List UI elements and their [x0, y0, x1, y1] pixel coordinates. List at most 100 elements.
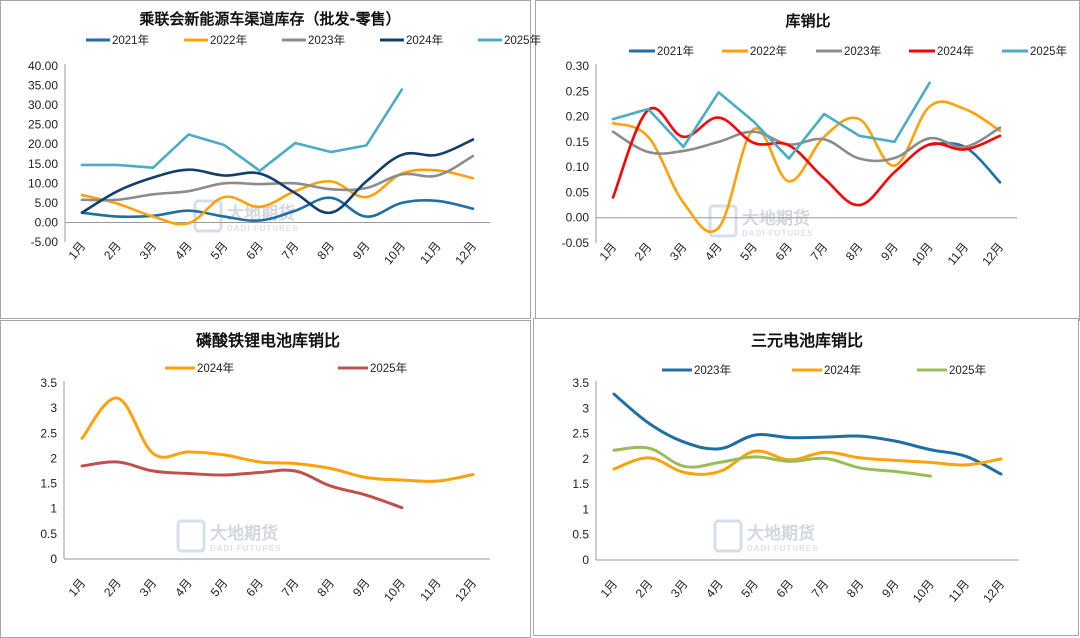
series-line-2024 — [612, 449, 1003, 476]
legend-label: 2021年 — [657, 44, 694, 58]
y-tick-label: 2.5 — [40, 426, 57, 440]
legend-label: 2021年 — [112, 33, 149, 47]
x-tick-label: 11月 — [417, 576, 443, 604]
series-line-2024 — [80, 138, 475, 215]
x-tick-label: 9月 — [350, 239, 373, 262]
x-tick-label: 7月 — [279, 239, 302, 262]
panel-channel-inventory — [0, 0, 531, 319]
chart-title: 乘联会新能源车渠道库存（批发-零售） — [138, 10, 400, 28]
x-tick-label: 5月 — [738, 577, 761, 600]
x-tick-label: 10月 — [381, 576, 408, 604]
series-line-2023 — [612, 392, 1003, 476]
x-tick-label: 3月 — [667, 240, 690, 263]
x-tick-label: 6月 — [243, 239, 266, 262]
svg-text:DADI FUTURES: DADI FUTURES — [747, 544, 819, 553]
legend-label: 2023年 — [308, 33, 345, 47]
y-tick-label: 0 — [582, 553, 589, 567]
series-line-2025 — [80, 460, 404, 510]
y-tick-label: 10.00 — [28, 176, 58, 190]
y-tick-label: 0.00 — [566, 211, 590, 225]
svg-text:大地期货: 大地期货 — [742, 208, 810, 229]
x-tick-label: 2月 — [632, 240, 655, 263]
x-tick-label: 12月 — [979, 240, 1006, 268]
x-tick-label: 7月 — [808, 240, 831, 263]
svg-text:DADI FUTURES: DADI FUTURES — [742, 229, 814, 238]
x-tick-label: 11月 — [417, 239, 443, 267]
series-line-2023 — [80, 154, 475, 202]
y-tick-label: 2 — [582, 452, 589, 466]
x-tick-label: 2月 — [101, 239, 124, 262]
x-tick-label: 1月 — [66, 576, 89, 599]
x-tick-label: 6月 — [773, 577, 796, 600]
y-tick-label: 0.00 — [35, 215, 59, 229]
x-tick-label: 4月 — [703, 577, 726, 600]
y-tick-label: 25.00 — [28, 118, 58, 132]
y-tick-label: 0.10 — [566, 160, 590, 174]
y-tick-label: 35.00 — [28, 79, 58, 93]
x-tick-label: 1月 — [598, 577, 621, 600]
legend-label: 2024年 — [197, 361, 234, 375]
x-tick-label: 3月 — [137, 239, 160, 262]
x-tick-label: 4月 — [702, 240, 725, 263]
y-tick-label: 0 — [50, 552, 57, 566]
legend-label: 2025年 — [370, 361, 407, 375]
legend-label: 2024年 — [937, 44, 974, 58]
svg-text:DADI FUTURES: DADI FUTURES — [210, 544, 282, 553]
x-tick-label: 9月 — [350, 576, 373, 599]
x-tick-label: 2月 — [633, 577, 656, 600]
y-tick-label: 15.00 — [28, 157, 58, 171]
y-tick-label: 3.5 — [40, 376, 57, 390]
x-tick-label: 12月 — [980, 577, 1007, 605]
y-tick-label: 0.20 — [566, 110, 590, 124]
series-line-2024 — [611, 106, 1002, 207]
y-tick-label: 2.5 — [572, 427, 589, 441]
legend-label: 2025年 — [1030, 44, 1067, 58]
svg-text:大地期货: 大地期货 — [210, 523, 278, 544]
y-tick-label: 3.5 — [572, 376, 589, 390]
x-tick-label: 7月 — [809, 577, 832, 600]
y-tick-label: 40.00 — [28, 59, 58, 73]
y-tick-label: 0.5 — [40, 527, 57, 541]
series-line-2023 — [611, 126, 1002, 163]
x-tick-label: 9月 — [878, 240, 901, 263]
svg-text:大地期货: 大地期货 — [747, 523, 815, 544]
y-tick-label: 1 — [582, 502, 589, 516]
legend-label: 2023年 — [844, 44, 881, 58]
legend-label: 2022年 — [750, 44, 787, 58]
legend-label: 2025年 — [504, 33, 541, 47]
x-tick-label: 10月 — [381, 239, 408, 267]
y-tick-label: 0.05 — [566, 185, 590, 199]
x-tick-label: 11月 — [945, 240, 971, 268]
y-tick-label: -0.05 — [562, 236, 590, 250]
series-line-2025 — [80, 88, 404, 173]
y-tick-label: 1.5 — [40, 477, 57, 491]
series-line-2022 — [80, 168, 475, 226]
legend-label: 2024年 — [406, 33, 443, 47]
x-tick-label: 12月 — [452, 576, 479, 604]
y-tick-label: 0.30 — [566, 59, 590, 73]
x-tick-label: 5月 — [208, 576, 231, 599]
x-tick-label: 8月 — [314, 239, 337, 262]
x-tick-label: 8月 — [314, 576, 337, 599]
x-tick-label: 5月 — [737, 240, 760, 263]
legend-label: 2025年 — [949, 363, 986, 377]
x-tick-label: 4月 — [172, 239, 195, 262]
legend-label: 2023年 — [694, 363, 731, 377]
x-tick-label: 9月 — [879, 577, 902, 600]
x-tick-label: 8月 — [844, 577, 867, 600]
x-tick-label: 12月 — [452, 239, 479, 267]
series-line-2024 — [80, 396, 475, 483]
x-tick-label: 11月 — [946, 577, 972, 605]
x-tick-label: 3月 — [137, 576, 160, 599]
legend-label: 2024年 — [824, 363, 861, 377]
series-line-2022 — [611, 100, 1002, 234]
series-line-2025 — [612, 445, 933, 478]
